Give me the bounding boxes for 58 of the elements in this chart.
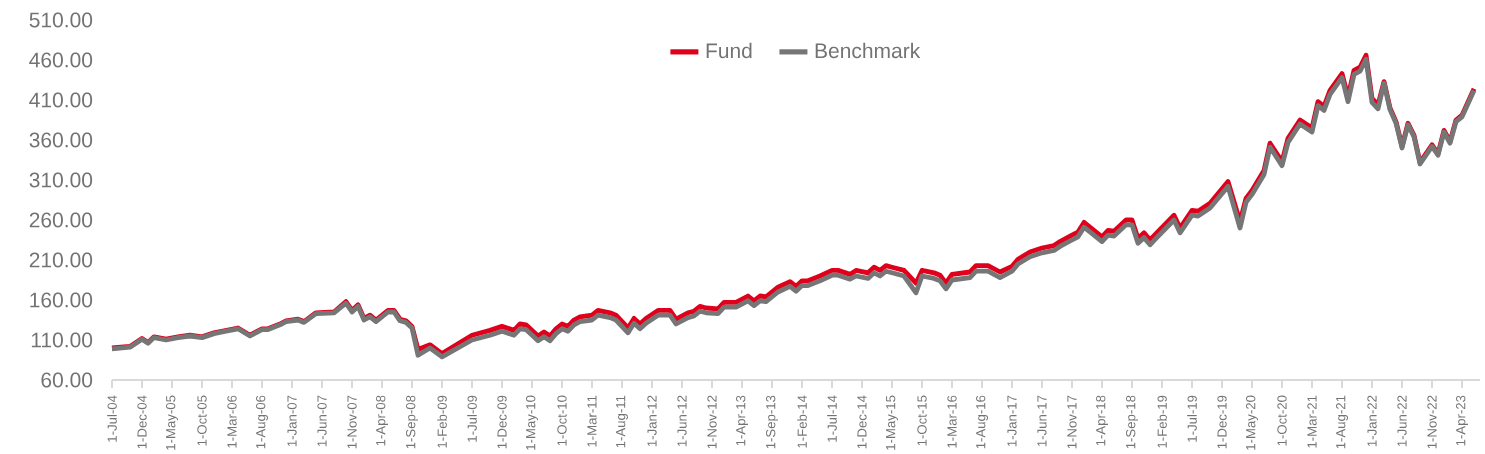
y-tick-label: 110.00	[31, 332, 93, 348]
legend-label: Fund	[706, 42, 752, 59]
x-tick-label: 1-Aug-11	[616, 395, 628, 448]
x-tick-label: 1-Mar-11	[587, 395, 597, 447]
x-tick-label: 1-Apr-13	[736, 395, 748, 446]
x-tick-label: 1-Aug-16	[976, 395, 988, 449]
x-tick-label: 1-Mar-21	[1307, 395, 1317, 448]
x-tick-label: 1-Jul-19	[1187, 395, 1197, 442]
x-tick-label: 1-May-10	[526, 395, 538, 450]
x-tick-label: 1-Sep-18	[1126, 395, 1138, 449]
x-tick-label: 1-Dec-09	[497, 395, 507, 449]
x-tick-label: 1-Mar-16	[947, 395, 957, 448]
x-tick-label: 1-Feb-19	[1157, 395, 1167, 448]
x-tick-label: 1-Sep-08	[406, 395, 418, 449]
x-tick-label: 1-May-05	[166, 395, 178, 450]
x-tick-label: 1-Nov-17	[1067, 395, 1077, 449]
x-tick-label: 1-Jun-22	[1397, 395, 1407, 447]
y-tick-label: 260.00	[29, 212, 93, 228]
y-tick-label: 460.00	[29, 52, 93, 68]
x-tick-label: 1-Apr-23	[1456, 395, 1469, 446]
x-tick-label: 1-Nov-12	[707, 395, 717, 449]
x-tick-label: 1-Feb-14	[797, 395, 807, 448]
x-tick-label: 1-Oct-10	[557, 395, 567, 446]
legend-label: Benchmark	[815, 42, 921, 59]
x-tick-label: 1-Jan-17	[1007, 395, 1017, 447]
y-tick-label: 210.00	[29, 252, 93, 268]
x-tick-label: 1-Jul-09	[467, 395, 477, 442]
x-tick-label: 1-Jun-07	[317, 395, 327, 447]
y-tick-label: 60.00	[41, 372, 93, 388]
x-tick-label: 1-Jul-04	[107, 395, 117, 442]
y-tick-label: 160.00	[30, 292, 93, 308]
x-tick-label: 1-Mar-06	[227, 395, 237, 448]
x-tick-label: 1-Nov-07	[347, 395, 357, 449]
y-tick-label: 360.00	[29, 132, 93, 148]
x-tick-label: 1-Apr-18	[1096, 395, 1108, 446]
x-tick-label: 1-Feb-09	[437, 395, 447, 448]
x-tick-label: 1-Oct-05	[197, 395, 207, 446]
x-tick-label: 1-Jun-12	[677, 395, 687, 447]
x-tick-label: 1-Dec-14	[857, 395, 867, 449]
x-tick-label: 1-Jan-07	[287, 395, 297, 447]
x-tick-label: 1-Dec-04	[137, 395, 147, 449]
x-tick-label: 1-Apr-08	[376, 395, 388, 446]
x-tick-label: 1-Sep-13	[766, 395, 778, 449]
y-tick-label: 510.00	[29, 12, 93, 28]
x-tick-label: 1-Nov-22	[1427, 395, 1437, 449]
x-tick-label: 1-May-20	[1246, 395, 1258, 450]
x-tick-label: 1-Jul-14	[827, 395, 837, 442]
x-tick-label: 1-May-15	[886, 395, 898, 450]
x-tick-label: 1-Oct-15	[917, 395, 927, 446]
x-tick-label: 1-Jun-17	[1037, 395, 1047, 447]
y-tick-label: 410.00	[29, 92, 93, 108]
x-tick-label: 1-Aug-06	[256, 395, 268, 449]
x-tick-label: 1-Jan-12	[647, 395, 657, 447]
x-tick-label: 1-Dec-19	[1217, 395, 1227, 449]
x-tick-label: 1-Jan-22	[1367, 395, 1377, 447]
x-tick-label: 1-Oct-20	[1277, 395, 1287, 446]
x-tick-label: 1-Aug-21	[1336, 395, 1348, 449]
y-tick-label: 310.00	[29, 172, 93, 188]
